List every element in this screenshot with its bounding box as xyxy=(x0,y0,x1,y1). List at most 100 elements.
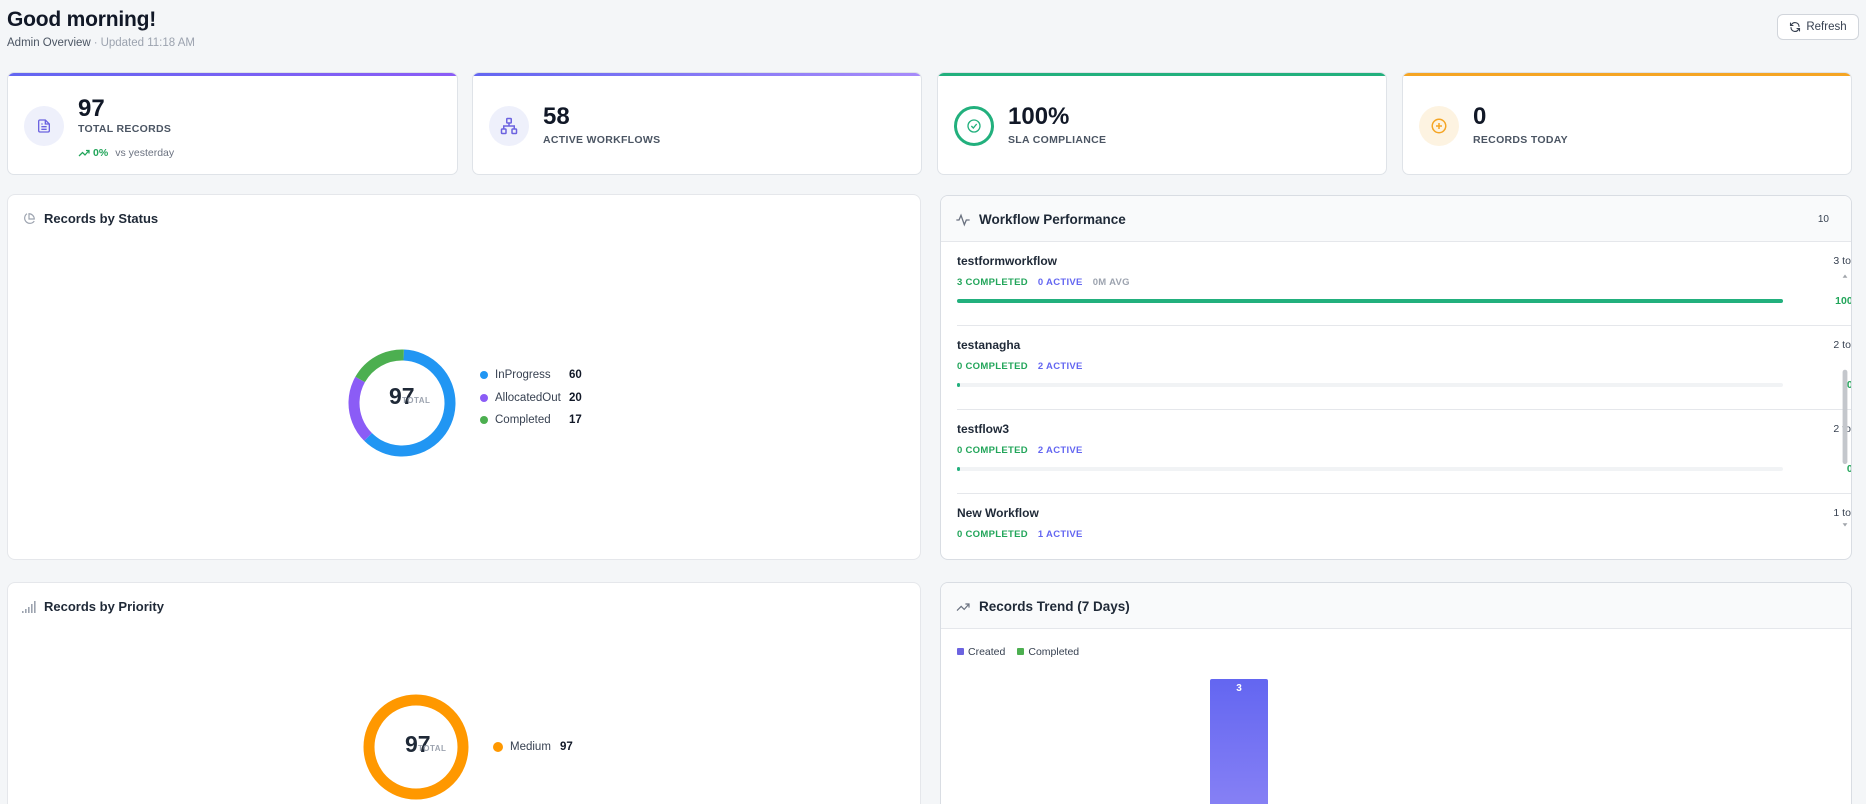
legend-value: 17 xyxy=(569,414,582,427)
document-icon xyxy=(24,106,64,146)
legend-label: AllocatedOut xyxy=(495,391,561,404)
legend-label: Completed xyxy=(1028,646,1080,658)
legend-label: Created xyxy=(968,646,1006,658)
legend-swatch xyxy=(480,393,488,402)
workflow-name: New Workflow xyxy=(957,506,1039,520)
legend-item: Medium 97 xyxy=(493,736,573,759)
trend-panel-header: Records Trend (7 Days) xyxy=(941,583,1851,629)
workflow-progress-track xyxy=(957,467,1783,471)
trend-bar-chart: 3 xyxy=(1210,679,1268,804)
records-by-status-panel: Records by Status 97 TOTAL InProgress 60 … xyxy=(7,194,921,560)
workflow-avg: 0M AVG xyxy=(1092,277,1130,288)
legend-label: Completed xyxy=(495,414,551,427)
legend-swatch xyxy=(480,371,488,380)
records-trend-title: Records Trend (7 Days) xyxy=(979,599,1130,614)
bar-created[interactable] xyxy=(1210,679,1268,804)
legend-label: InProgress xyxy=(495,369,551,382)
legend-label: Medium xyxy=(510,741,551,754)
legend-swatch xyxy=(957,648,964,655)
workflow-active: 0 ACTIVE xyxy=(1037,277,1083,288)
workflow-panel-header: Workflow Performance 10 xyxy=(941,196,1851,242)
workflow-percent: 100% xyxy=(1835,295,1851,307)
donut-center-label: TOTAL xyxy=(418,744,447,753)
dashboard-header: Good morning! Admin Overview · Updated 11:… xyxy=(7,8,1859,52)
legend-swatch xyxy=(493,742,503,753)
legend-swatch xyxy=(1017,648,1025,655)
donut-center-label: TOTAL xyxy=(402,396,431,405)
records-by-status-title: Records by Status xyxy=(44,211,159,226)
workflow-completed: 0 COMPLETED xyxy=(957,361,1028,372)
workflow-name: testflow3 xyxy=(957,422,1010,436)
workflow-row-testflow3[interactable]: testflow3 2 total 0 COMPLETED 2 ACTIVE 0… xyxy=(957,410,1851,494)
stat-card-active-workflows: 58 ACTIVE WORKFLOWS xyxy=(472,72,922,175)
stat-label: SLA COMPLIANCE xyxy=(1008,134,1107,146)
trending-up-icon xyxy=(78,149,90,157)
donut-center-value: 97 xyxy=(405,731,431,757)
card-accent-bar xyxy=(938,73,1386,76)
subtitle-text: Admin Overview xyxy=(7,37,91,49)
trending-up-icon xyxy=(956,602,970,611)
panel-title: Records by Status xyxy=(22,211,158,226)
panel-title: Records by Priority xyxy=(22,599,164,614)
panel-title: Records Trend (7 Days) xyxy=(955,599,1130,614)
donut-slice-allocatedout[interactable] xyxy=(348,349,456,457)
workflow-progress-fill xyxy=(957,383,961,387)
legend-item: Created xyxy=(957,646,1005,658)
refresh-label: Refresh xyxy=(1806,21,1847,33)
panel-title: Workflow Performance xyxy=(955,212,1126,227)
workflow-progress-track xyxy=(957,299,1783,303)
page-title: Good morning! xyxy=(7,8,157,31)
legend-item: Completed 17 xyxy=(480,409,582,432)
card-accent-bar xyxy=(473,73,921,76)
records-by-priority-panel: Records by Priority 97 TOTAL Medium 97 xyxy=(7,582,921,804)
trend-text: vs yesterday xyxy=(115,147,175,159)
workflow-count: 10 xyxy=(1817,214,1829,225)
workflow-scrollbar[interactable] xyxy=(1841,242,1849,559)
card-accent-bar xyxy=(8,73,457,76)
records-trend-panel: Records Trend (7 Days) Created Completed… xyxy=(940,582,1852,804)
priority-legend: Medium 97 xyxy=(493,736,573,759)
pie-chart-icon xyxy=(24,212,35,224)
donut-slice-completed[interactable] xyxy=(348,349,456,457)
workflow-row-testanagha[interactable]: testanagha 2 total 0 COMPLETED 2 ACTIVE … xyxy=(957,326,1851,410)
workflow-total: 2 total xyxy=(1833,339,1851,351)
page-subtitle: Admin Overview · Updated 11:18 AM xyxy=(7,37,195,49)
trend-percent: 0% xyxy=(93,147,109,159)
legend-item: InProgress 60 xyxy=(480,364,582,387)
updated-time: Updated 11:18 AM xyxy=(100,37,195,49)
workflow-meta: 0 COMPLETED 2 ACTIVE xyxy=(957,445,1083,456)
donut-center: 97 TOTAL xyxy=(393,731,453,771)
workflow-meta: 0 COMPLETED 1 ACTIVE xyxy=(957,529,1083,540)
workflow-meta: 3 COMPLETED 0 ACTIVE 0M AVG xyxy=(957,277,1130,288)
plus-circle-icon xyxy=(1419,106,1459,146)
workflow-name: testanagha xyxy=(957,338,1021,352)
legend-item: Completed xyxy=(1017,646,1079,658)
stat-trend: 0% vs yesterday xyxy=(78,147,174,159)
status-donut-chart xyxy=(348,349,456,457)
donut-center: 97 TOTAL xyxy=(372,383,432,423)
workflow-active: 2 ACTIVE xyxy=(1037,361,1083,372)
workflow-total: 3 total xyxy=(1833,255,1851,267)
workflow-completed: 3 COMPLETED xyxy=(957,277,1028,288)
workflow-row-new-workflow[interactable]: New Workflow 1 total 0 COMPLETED 1 ACTIV… xyxy=(957,494,1851,559)
workflow-completed: 0 COMPLETED xyxy=(957,445,1028,456)
stat-value: 97 xyxy=(78,95,105,122)
workflow-active: 2 ACTIVE xyxy=(1037,445,1083,456)
donut-slice-medium[interactable] xyxy=(363,694,469,800)
stat-card-records-today: 0 RECORDS TODAY xyxy=(1402,72,1852,175)
stat-card-sla-compliance: 100% SLA COMPLIANCE xyxy=(937,72,1387,175)
stat-value: 100% xyxy=(1008,103,1070,130)
workflow-meta: 0 COMPLETED 2 ACTIVE xyxy=(957,361,1083,372)
records-by-priority-title: Records by Priority xyxy=(44,599,164,614)
workflow-row-testformworkflow[interactable]: testformworkflow 3 total 3 COMPLETED 0 A… xyxy=(957,242,1851,326)
stat-value: 58 xyxy=(543,103,570,130)
activity-icon xyxy=(956,213,970,226)
stat-label: TOTAL RECORDS xyxy=(78,123,172,135)
refresh-button[interactable]: Refresh xyxy=(1777,14,1859,40)
workflow-progress-fill xyxy=(957,299,1783,303)
legend-swatch xyxy=(480,416,488,425)
workflow-performance-panel: Workflow Performance 10 testformworkflow… xyxy=(940,195,1852,560)
legend-value: 60 xyxy=(569,369,582,382)
status-legend: InProgress 60 AllocatedOut 20 Completed 17 xyxy=(480,364,582,432)
workflow-percent: 0% xyxy=(1847,463,1851,475)
